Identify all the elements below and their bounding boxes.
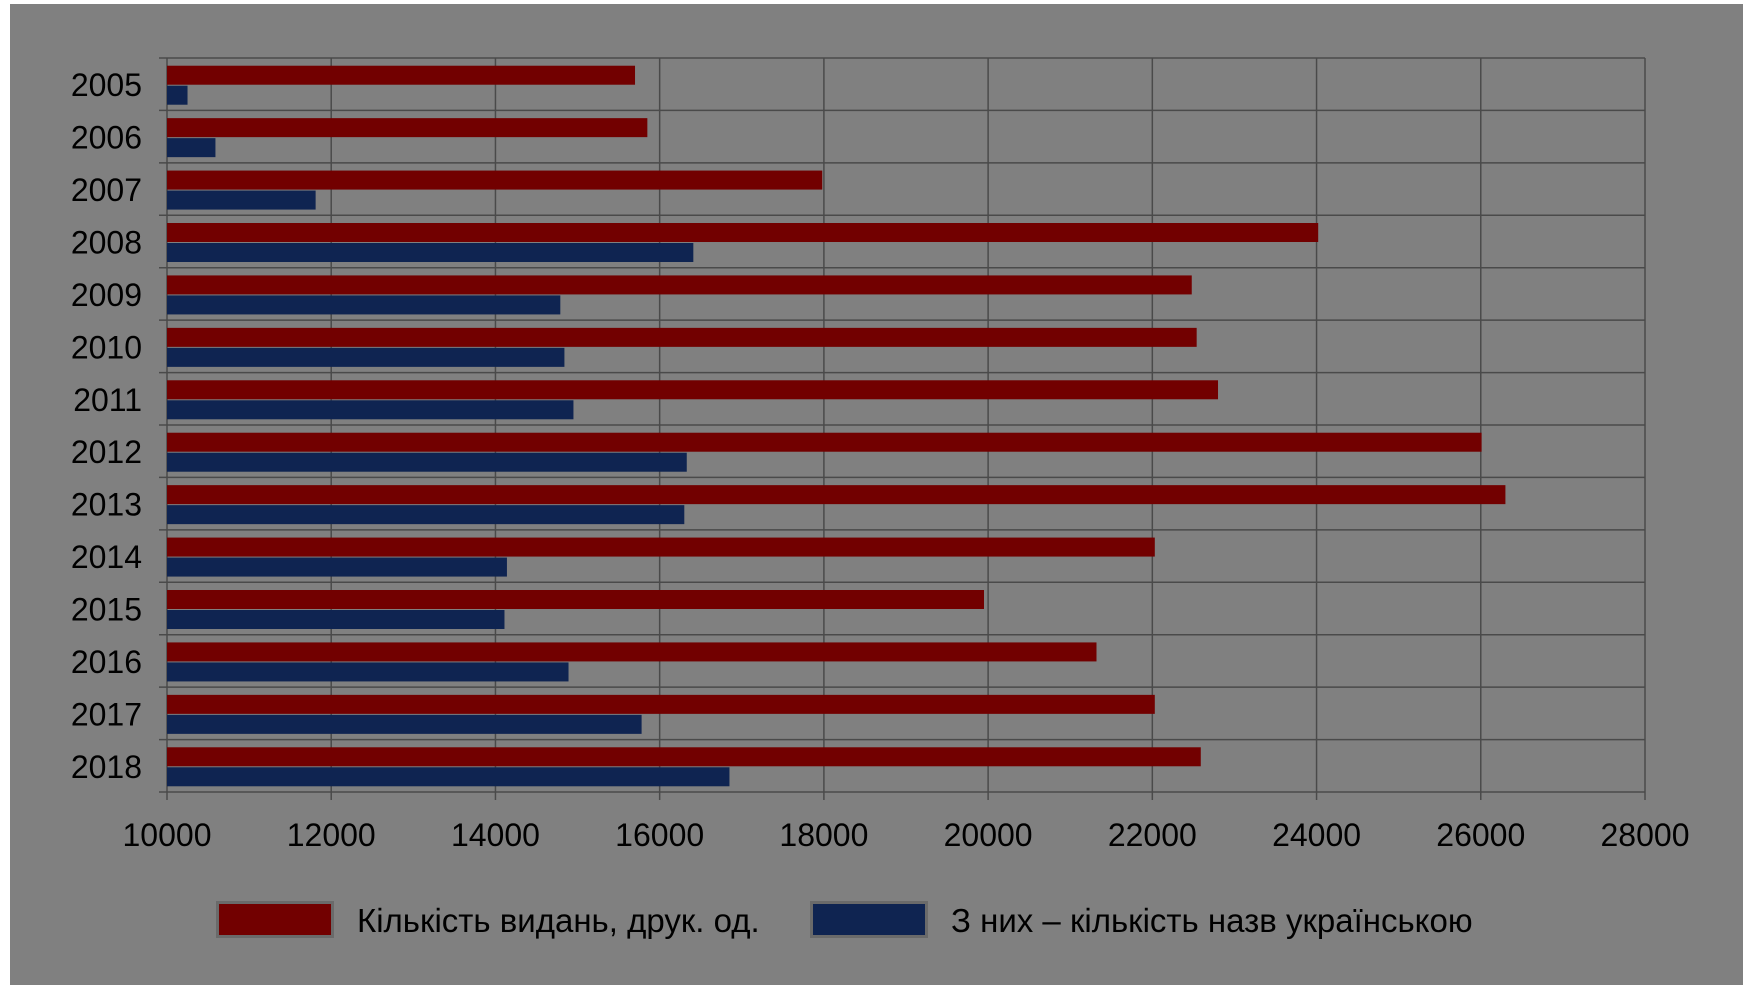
bar-ukrainian-titles bbox=[167, 85, 188, 105]
bar-total-editions bbox=[167, 642, 1097, 662]
bar-ukrainian-titles bbox=[167, 767, 730, 787]
y-tick-label: 2014 bbox=[71, 539, 142, 575]
y-tick-label: 2007 bbox=[71, 172, 142, 208]
bar-ukrainian-titles bbox=[167, 243, 694, 262]
bar-total-editions bbox=[167, 747, 1201, 767]
bar-total-editions bbox=[167, 65, 636, 85]
x-tick-label: 18000 bbox=[779, 817, 868, 853]
x-tick-label: 16000 bbox=[615, 817, 704, 853]
y-tick-label: 2005 bbox=[71, 67, 142, 103]
bar-ukrainian-titles bbox=[167, 347, 565, 367]
bar-ukrainian-titles bbox=[167, 557, 507, 577]
bar-ukrainian-titles bbox=[167, 400, 574, 420]
y-tick-label: 2013 bbox=[71, 487, 142, 523]
bar-ukrainian-titles bbox=[167, 452, 687, 472]
grid-lines bbox=[159, 57, 1646, 800]
x-tick-label: 28000 bbox=[1601, 817, 1690, 853]
bar-total-editions bbox=[167, 118, 648, 138]
y-tick-label: 2010 bbox=[71, 329, 142, 365]
bar-total-editions bbox=[167, 380, 1219, 400]
y-tick-label: 2011 bbox=[73, 382, 142, 418]
legend-label: Кількість видань, друк. од. bbox=[357, 902, 760, 939]
bar-chart: 2005 2006 2007 2008 2009 2010 2011 2012 2013 2014… bbox=[71, 57, 1690, 939]
x-axis-labels: 10000 12000 14000 16000 18000 20000 22000 24000… bbox=[123, 817, 1690, 853]
legend-label: З них – кількість назв українською bbox=[951, 902, 1473, 939]
bar-total-editions bbox=[167, 485, 1506, 505]
legend-item: Кількість видань, друк. од. bbox=[216, 901, 760, 939]
x-tick-label: 10000 bbox=[123, 817, 212, 853]
y-tick-label: 2006 bbox=[71, 120, 142, 156]
x-tick-label: 12000 bbox=[287, 817, 376, 853]
bar-ukrainian-titles bbox=[167, 610, 505, 629]
y-tick-label: 2015 bbox=[71, 592, 142, 628]
bar-total-editions bbox=[167, 694, 1155, 714]
legend-swatch bbox=[813, 904, 925, 935]
x-tick-label: 24000 bbox=[1272, 817, 1361, 853]
y-tick-label: 2012 bbox=[71, 434, 142, 470]
y-tick-label: 2009 bbox=[71, 277, 142, 313]
y-tick-label: 2016 bbox=[71, 644, 142, 680]
bar-ukrainian-titles bbox=[167, 138, 216, 158]
legend: Кількість видань, друк. од. З них – кільк… bbox=[216, 901, 1473, 939]
bar-ukrainian-titles bbox=[167, 295, 561, 315]
y-tick-label: 2018 bbox=[71, 749, 142, 785]
legend-swatch bbox=[219, 904, 331, 935]
y-tick-label: 2008 bbox=[71, 225, 142, 261]
bar-total-editions bbox=[167, 327, 1197, 347]
y-tick-label: 2017 bbox=[71, 696, 142, 732]
bar-total-editions bbox=[167, 275, 1192, 295]
bar-ukrainian-titles bbox=[167, 662, 569, 682]
y-axis-labels: 2005 2006 2007 2008 2009 2010 2011 2012 2013 2014… bbox=[71, 67, 142, 785]
chart-panel: 2005 2006 2007 2008 2009 2010 2011 2012 2013 2014… bbox=[10, 4, 1743, 985]
legend-item: З них – кількість назв українською bbox=[810, 901, 1473, 939]
bar-total-editions bbox=[167, 537, 1155, 557]
x-tick-label: 26000 bbox=[1436, 817, 1525, 853]
bar-total-editions bbox=[167, 223, 1319, 242]
bar-ukrainian-titles bbox=[167, 505, 685, 525]
bar-total-editions bbox=[167, 170, 823, 190]
x-tick-label: 14000 bbox=[451, 817, 540, 853]
bars bbox=[167, 65, 1506, 787]
bar-total-editions bbox=[167, 432, 1482, 452]
bar-ukrainian-titles bbox=[167, 714, 642, 734]
bar-ukrainian-titles bbox=[167, 190, 316, 210]
bar-total-editions bbox=[167, 590, 985, 609]
x-tick-label: 20000 bbox=[944, 817, 1033, 853]
x-tick-label: 22000 bbox=[1108, 817, 1197, 853]
